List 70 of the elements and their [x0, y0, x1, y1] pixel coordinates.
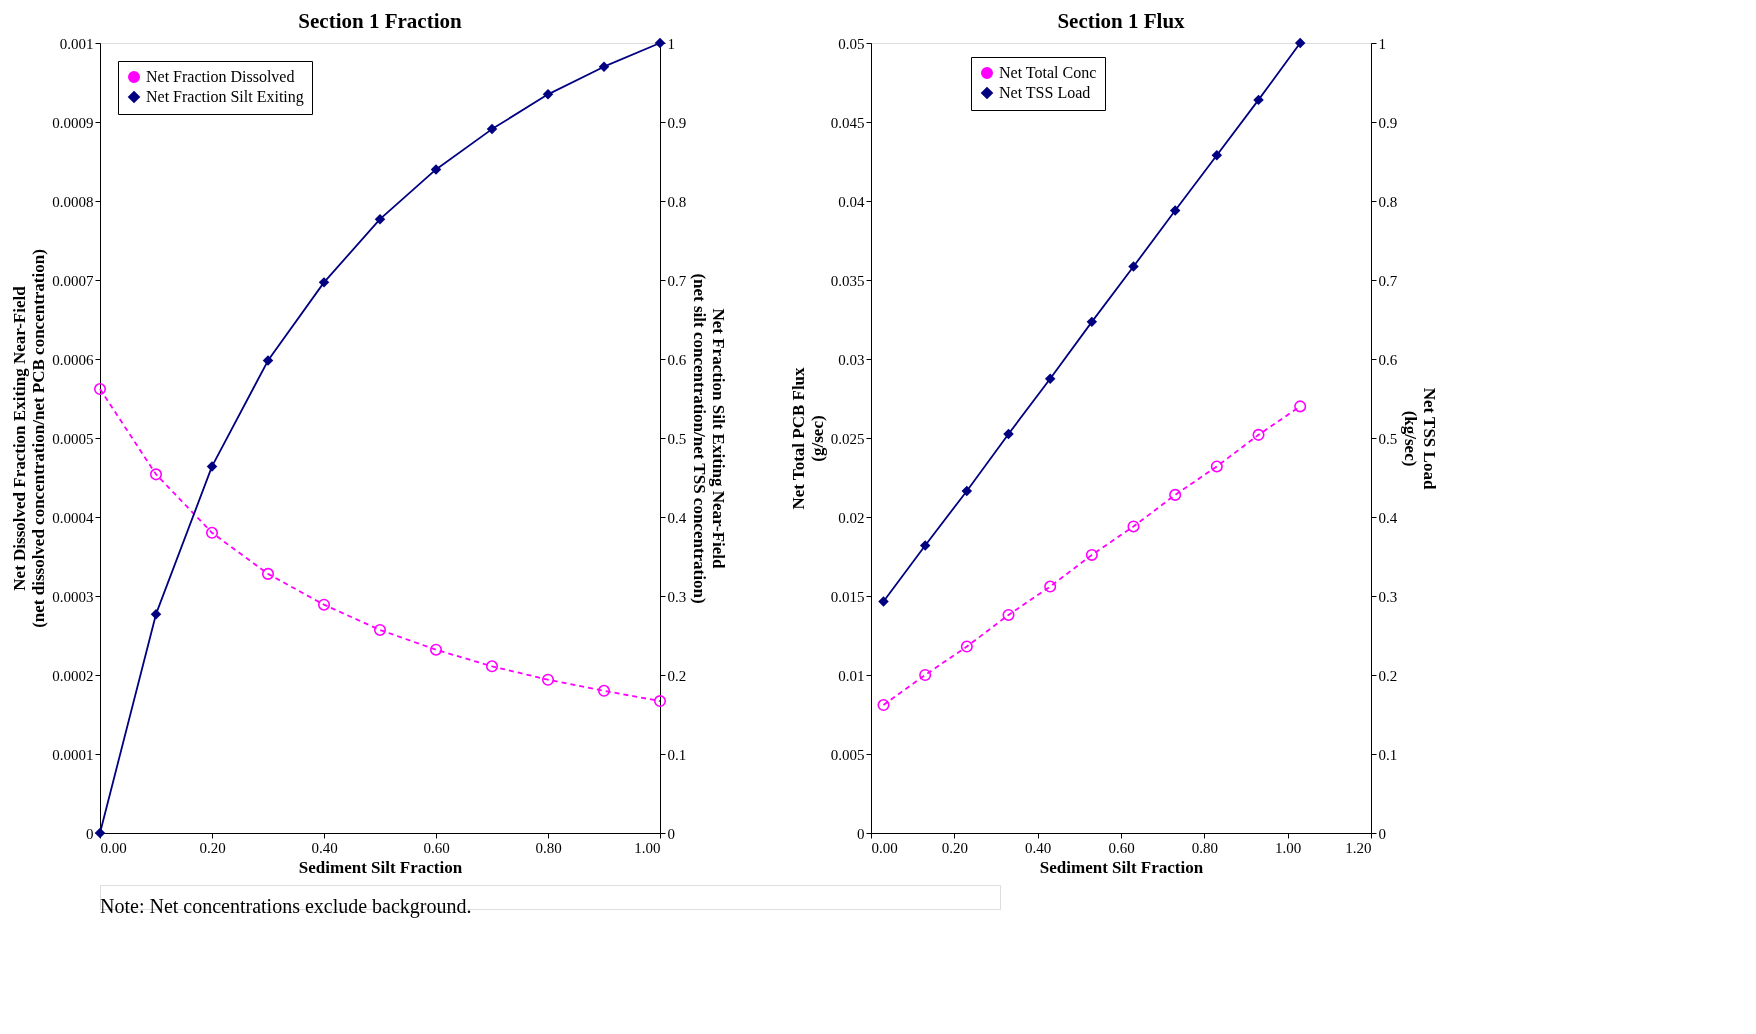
y2-tick-label: 0.1: [1378, 746, 1398, 763]
x-tick-label: 1.00: [1275, 839, 1302, 856]
y2-tick-label: 0.3: [667, 588, 687, 605]
y2-tick-label: 1: [667, 35, 675, 52]
y2-tick-label: 0.8: [1378, 193, 1398, 210]
y-tick-label: 0.01: [838, 667, 865, 684]
x-axis-title: Sediment Silt Fraction: [298, 857, 463, 877]
y-tick-label: 0.0007: [52, 272, 94, 289]
y2-tick-label: 0.6: [667, 351, 687, 368]
y2-tick-label: 0: [667, 825, 675, 842]
y-tick-label: 0.035: [830, 272, 865, 289]
y2-tick-label: 0.9: [1378, 114, 1398, 131]
y2-tick-label: 0.4: [667, 509, 687, 526]
x-tick-label: 0.40: [1025, 839, 1052, 856]
y2-tick-label: 0.9: [667, 114, 687, 131]
y2-tick-label: 0.2: [667, 667, 687, 684]
legend-label: Net Fraction Silt Exiting: [146, 88, 304, 106]
x-tick-label: 0.60: [1108, 839, 1135, 856]
y-tick-label: 0.001: [59, 35, 94, 52]
y2-tick-label: 0.1: [667, 746, 687, 763]
y-tick-label: 0.02: [838, 509, 865, 526]
y-axis-title: Net Total PCB Flux (g/sec): [788, 366, 827, 510]
y2-tick-label: 0.4: [1378, 509, 1398, 526]
text: Note: Net concentrations exclude background.: [100, 895, 472, 918]
legend-label: Net Fraction Dissolved: [146, 68, 295, 85]
y2-axis-title: Net TSS Load (kg/sec): [1401, 387, 1440, 490]
x-tick-label: 0.40: [311, 839, 338, 856]
y2-axis-title: Net Fraction Silt Exiting Near-Field (net silt concentration/net TSS concentration): [690, 273, 729, 604]
y2-tick-label: 0.3: [1378, 588, 1398, 605]
y-tick-label: 0.0002: [52, 667, 94, 684]
x-tick-label: 0.80: [535, 839, 562, 856]
y-tick-label: 0.0005: [52, 430, 94, 447]
y-tick-label: 0.0006: [52, 351, 94, 368]
y-tick-label: 0.005: [830, 746, 865, 763]
y2-tick-label: 0: [1378, 825, 1386, 842]
x-tick-label: 1.20: [1345, 839, 1372, 856]
y2-tick-label: 0.7: [1378, 272, 1398, 289]
y-axis-title: Net Dissolved Fraction Exiting Near-Field (net dissolved concentration/net PCB concentration): [10, 249, 49, 628]
y-tick-label: 0.0009: [52, 114, 94, 131]
y-tick-label: 0.0003: [52, 588, 94, 605]
x-tick-label: 0.80: [1191, 839, 1218, 856]
y2-tick-label: 0.8: [667, 193, 687, 210]
y2-tick-label: 0.5: [667, 430, 687, 447]
y2-tick-label: 0.7: [667, 272, 687, 289]
x-tick-label: 0.20: [941, 839, 968, 856]
y-tick-label: 0.03: [838, 351, 865, 368]
y2-tick-label: 0.6: [1378, 351, 1398, 368]
y-tick-label: 0.045: [830, 114, 865, 131]
y2-tick-label: 1: [1378, 35, 1386, 52]
x-tick-label: 0.20: [199, 839, 226, 856]
legend-label: Net TSS Load: [999, 84, 1091, 101]
y-tick-label: 0.0008: [52, 193, 94, 210]
x-tick-label: 0.60: [423, 839, 450, 856]
y-tick-label: 0.025: [830, 430, 865, 447]
chart-title: Section 1 Flux: [1057, 9, 1186, 33]
legend-label: Net Total Conc: [999, 64, 1097, 81]
x-tick-label: 1.00: [634, 839, 661, 856]
y2-tick-label: 0.5: [1378, 430, 1398, 447]
y-tick-label: 0.04: [838, 193, 865, 210]
y-tick-label: 0.0001: [52, 746, 94, 763]
y2-tick-label: 0.2: [1378, 667, 1398, 684]
x-tick-label: 0.00: [100, 839, 127, 856]
y-tick-label: 0: [86, 825, 94, 842]
y-tick-label: 0.0004: [52, 509, 94, 526]
y-tick-label: 0.015: [830, 588, 865, 605]
x-tick-label: 0.00: [871, 839, 898, 856]
y-tick-label: 0.05: [838, 35, 865, 52]
chart-title: Section 1 Fraction: [298, 9, 462, 33]
y-tick-label: 0: [857, 825, 865, 842]
x-axis-title: Sediment Silt Fraction: [1039, 857, 1204, 877]
